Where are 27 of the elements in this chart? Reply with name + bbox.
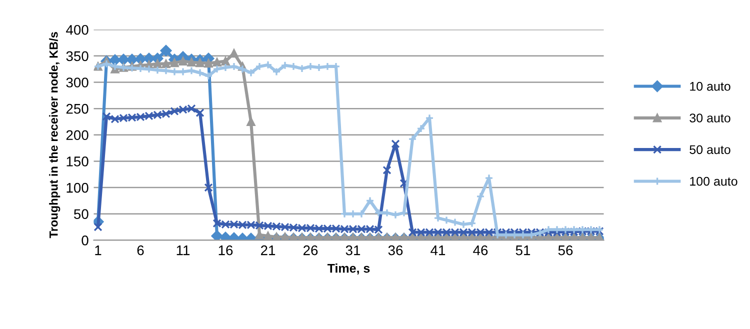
legend-label: 10 auto xyxy=(690,82,730,91)
x-tick-label: 21 xyxy=(260,245,276,256)
y-tick-label: 400 xyxy=(66,24,88,35)
y-tick-label: 200 xyxy=(66,130,88,140)
legend-label: 30 auto xyxy=(690,114,730,122)
y-axis-title: Troughput in the receiver node, KB/s xyxy=(49,32,60,238)
x-tick-label: 51 xyxy=(516,246,530,256)
y-tick-label: 150 xyxy=(66,156,88,166)
x-tick-label: 6 xyxy=(137,245,144,256)
x-tick-label: 16 xyxy=(218,245,233,256)
y-tick-label: 250 xyxy=(66,104,88,114)
x-tick-label: 11 xyxy=(176,246,190,256)
x-tick-label: 36 xyxy=(388,245,403,256)
x-tick-label: 26 xyxy=(303,245,318,256)
y-tick-label: 0 xyxy=(82,236,88,246)
x-tick-label: 56 xyxy=(558,245,573,256)
legend-label: 100 auto xyxy=(690,176,738,186)
x-tick-label: 46 xyxy=(473,245,488,256)
y-tick-label: 300 xyxy=(66,78,88,88)
y-tick-label: 350 xyxy=(66,51,88,62)
y-tick-label: 100 xyxy=(66,182,88,193)
legend-label: 50 auto xyxy=(690,145,730,154)
x-tick-label: 41 xyxy=(430,246,446,256)
x-tick-label: 31 xyxy=(346,245,360,256)
y-tick-label: 50 xyxy=(74,209,88,220)
x-axis-title: Time, s xyxy=(327,264,370,275)
x-tick-label: 1 xyxy=(95,246,102,256)
